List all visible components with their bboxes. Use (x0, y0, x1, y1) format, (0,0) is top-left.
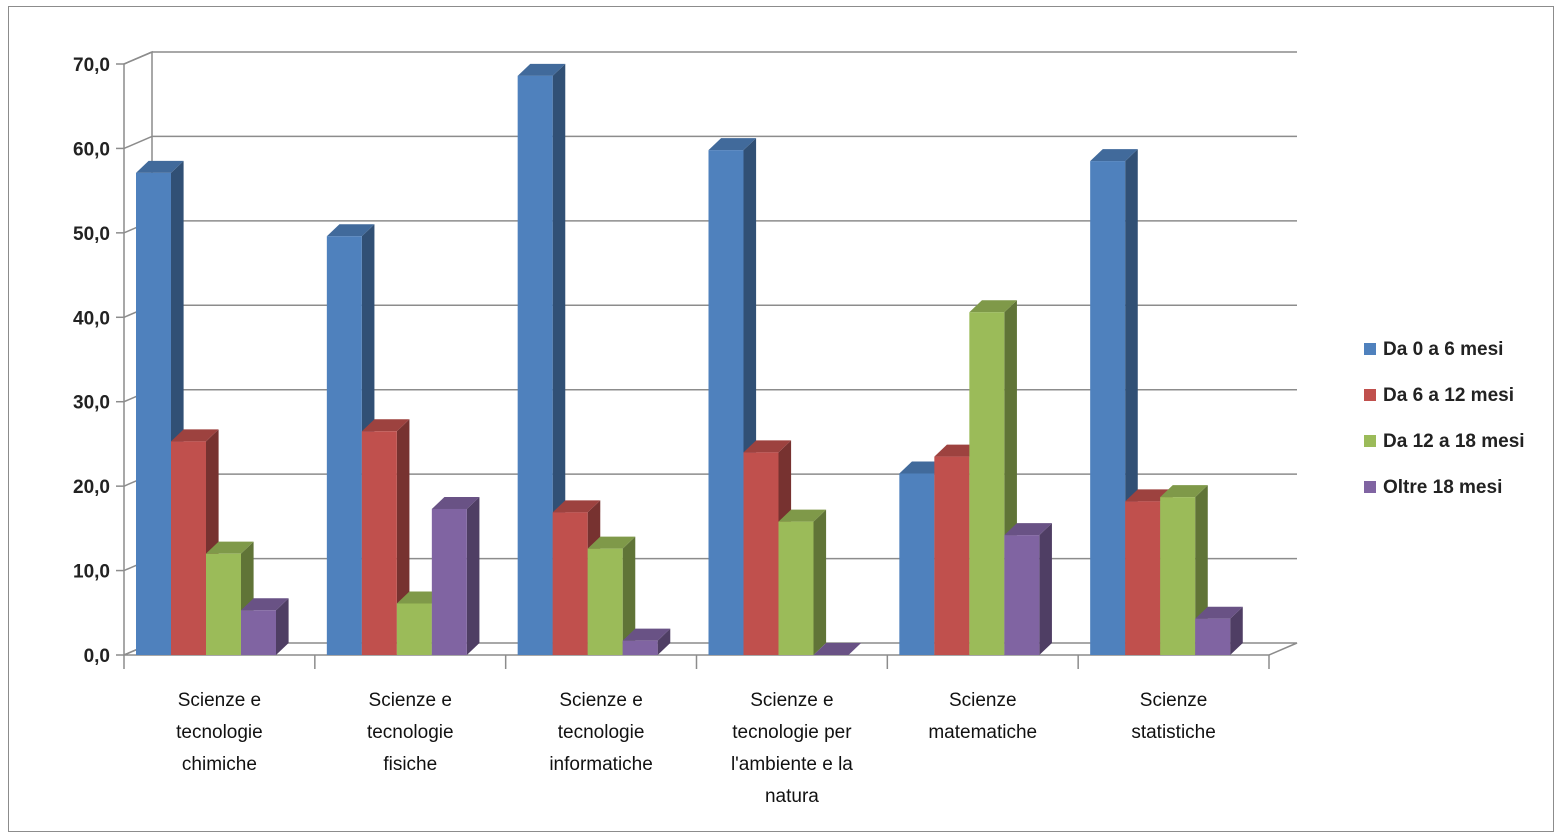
bar-front (552, 512, 588, 655)
legend-item: Oltre 18 mesi (1364, 477, 1502, 498)
bar-front (1125, 501, 1161, 655)
y-tick-label: 30,0 (73, 393, 110, 414)
bar-top (622, 628, 671, 641)
legend-label: Oltre 18 mesi (1383, 477, 1502, 498)
bar-front (431, 508, 467, 655)
bar-top (708, 138, 757, 151)
legend-label: Da 0 a 6 mesi (1383, 339, 1503, 360)
bar-top (778, 509, 827, 522)
bar-front (396, 603, 432, 655)
bars (136, 63, 1243, 656)
bar-front (136, 172, 171, 656)
bar-front (171, 441, 206, 655)
bar-top (326, 224, 375, 237)
bar-top (813, 643, 862, 655)
bar-top (1195, 606, 1243, 619)
bar (1195, 606, 1243, 655)
bar-front (934, 456, 970, 655)
bar-front (1090, 161, 1126, 656)
bar-side (1230, 606, 1243, 655)
y-tick-label: 10,0 (73, 562, 110, 583)
bar-front (1195, 618, 1231, 655)
bar-top (1160, 485, 1208, 498)
legend-label: Da 12 a 18 mesi (1383, 431, 1525, 452)
gridline-depth (123, 135, 153, 150)
legend: Da 0 a 6 mesi Da 6 a 12 mesi Da 12 a 18 me… (1364, 339, 1525, 498)
bar-top (171, 429, 219, 442)
bar-front (1004, 535, 1040, 655)
bar-top (206, 541, 254, 554)
bar (587, 536, 636, 655)
bar-top (361, 419, 410, 432)
bar-front (1160, 497, 1196, 655)
x-axis-categories: Scienze e tecnologie chimiche Scienze e tecn… (123, 655, 1270, 807)
bar-front (743, 452, 779, 655)
bar (1004, 523, 1052, 655)
bar-front (899, 473, 935, 655)
legend-item: Da 6 a 12 mesi (1364, 385, 1514, 406)
bar-top (969, 300, 1017, 313)
bar (171, 429, 219, 655)
legend-item: Da 12 a 18 mesi (1364, 431, 1525, 452)
bar (813, 643, 862, 655)
y-tick-label: 70,0 (73, 55, 110, 76)
bar-side (657, 628, 671, 655)
x-category-label: Scienze statistiche (1131, 690, 1215, 743)
bar (431, 496, 480, 655)
x-category-label: Scienze e tecnologie informatiche (549, 690, 653, 775)
y-tick-label: 20,0 (73, 477, 110, 498)
bar-top (552, 500, 601, 513)
x-category-label: Scienze e tecnologie chimiche (176, 690, 263, 775)
legend-label: Da 6 a 12 mesi (1383, 385, 1514, 406)
bar-front (587, 548, 623, 655)
y-tick-label: 40,0 (73, 308, 110, 329)
bar-front (361, 431, 397, 655)
bar (778, 509, 827, 655)
bar-top (241, 598, 289, 611)
x-category-label: Scienze e tecnologie per l'ambiente e la na… (731, 690, 853, 807)
chart-area: 0,0 10,0 20,0 30,0 40,0 50,0 60,0 70,0 Scienze … (8, 6, 1554, 832)
legend-swatch (1364, 435, 1376, 447)
bar-top (517, 63, 566, 76)
bar-side (276, 598, 289, 655)
bar-top (1090, 149, 1138, 162)
bar-side (622, 536, 636, 655)
bar-chart-3d: 0,0 10,0 20,0 30,0 40,0 50,0 60,0 70,0 Scienze … (73, 50, 1525, 807)
bar-front (778, 521, 814, 655)
y-tick-label: 60,0 (73, 139, 110, 160)
y-tick-label: 0,0 (84, 646, 110, 667)
bar-front (969, 312, 1005, 655)
bar (241, 598, 289, 655)
bar-top (743, 440, 792, 453)
bar-front (241, 610, 276, 655)
bar-side (813, 509, 827, 655)
legend-swatch (1364, 481, 1376, 493)
bar-top (431, 496, 480, 509)
gridline-depth (123, 51, 153, 65)
bar (361, 419, 410, 655)
bar-top (587, 536, 636, 549)
legend-swatch (1364, 343, 1376, 355)
bar (622, 628, 671, 655)
legend-item: Da 0 a 6 mesi (1364, 339, 1503, 360)
bar-top (1004, 523, 1052, 536)
x-category-label: Scienze matematiche (928, 690, 1037, 743)
y-tick-label: 50,0 (73, 224, 110, 245)
bar-top (136, 160, 184, 173)
bar-front (517, 75, 553, 655)
bar-side (1039, 523, 1052, 655)
bar-front (206, 553, 241, 655)
x-category-label: Scienze e tecnologie fisiche (367, 690, 454, 775)
bar-front (622, 640, 658, 655)
y-axis-ticks: 0,0 10,0 20,0 30,0 40,0 50,0 60,0 70,0 (73, 55, 124, 667)
legend-swatch (1364, 389, 1376, 401)
bar-side (466, 496, 480, 655)
bar-front (708, 150, 744, 656)
bar-front (326, 236, 362, 655)
